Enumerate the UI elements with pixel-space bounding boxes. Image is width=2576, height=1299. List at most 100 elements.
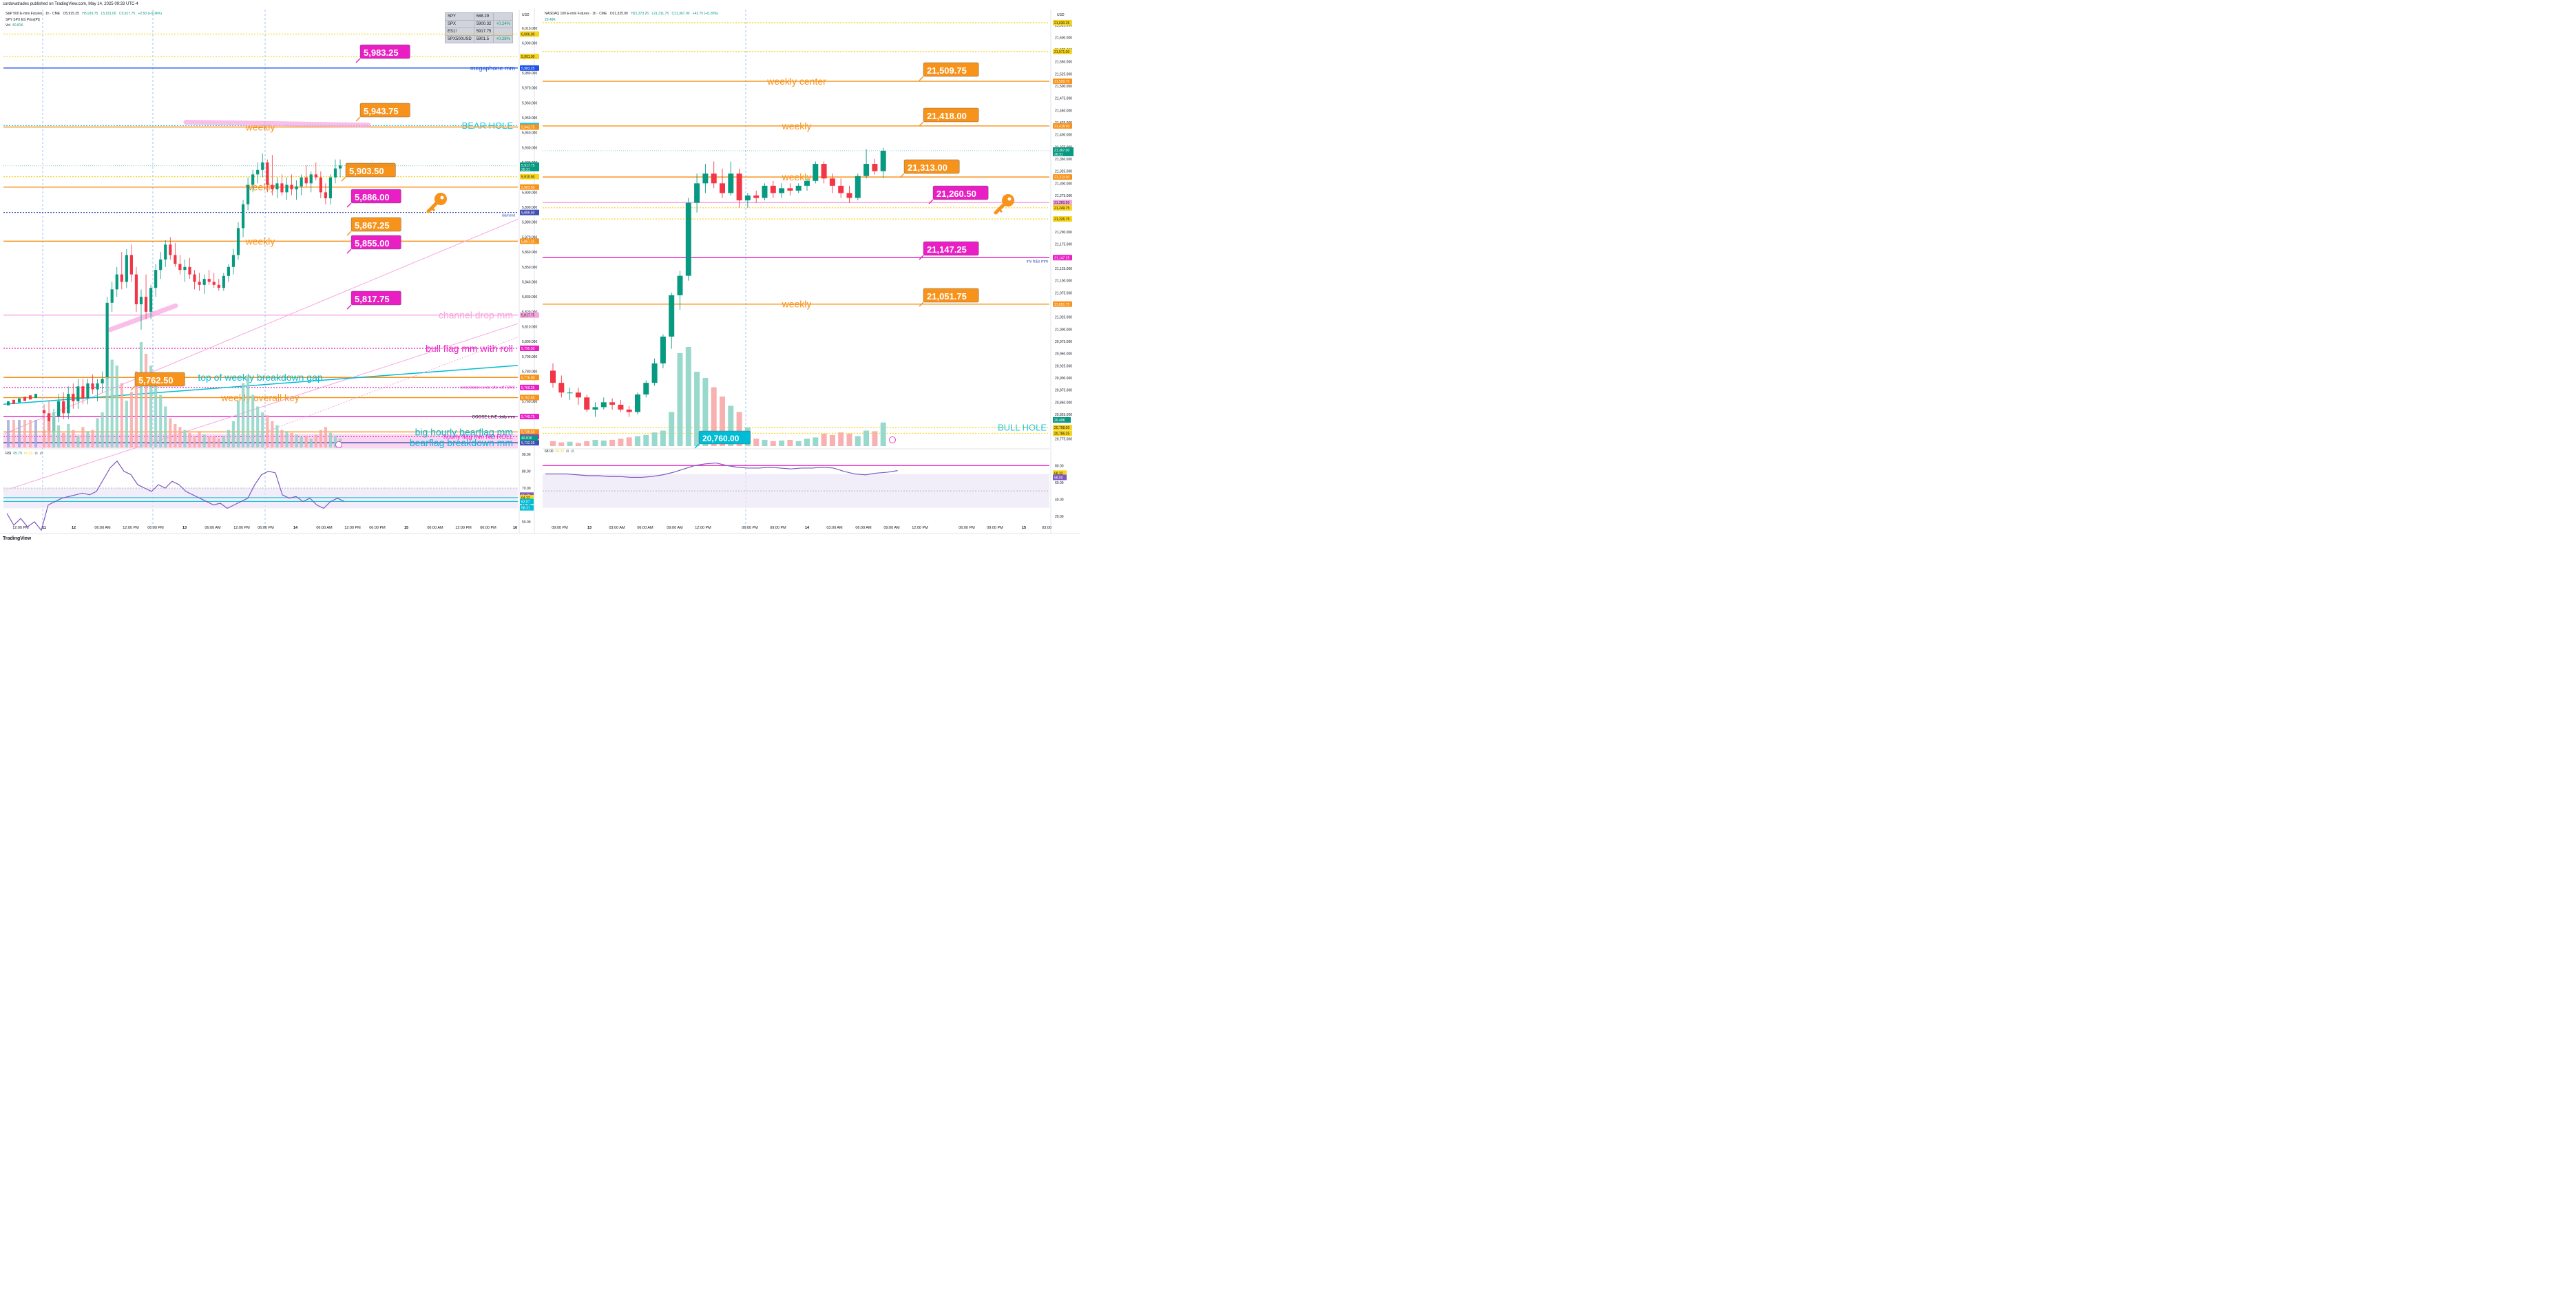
axis-price-text: 5,769.25 <box>521 386 535 390</box>
x-tick-label: 06:00 PM <box>258 526 274 530</box>
candle-body <box>290 184 293 190</box>
candle-body <box>261 162 264 170</box>
rsi-axis-text: 64.33 <box>521 496 530 500</box>
candle-body <box>584 397 590 410</box>
left-open: O5,915.25 <box>63 12 79 16</box>
axis-price-text: 5,983.25 <box>521 67 535 71</box>
weekly-label: weekly <box>782 120 812 131</box>
x-tick-label: 03:00 AM <box>826 526 843 530</box>
axis-price-badge <box>1053 19 1072 25</box>
volume-bar <box>164 406 167 447</box>
key-icon-hole <box>440 196 444 200</box>
volume-bar <box>154 377 158 447</box>
bearflag-breakdown-label: bearflag breakdown mm <box>410 437 513 448</box>
candle-body <box>164 244 167 260</box>
axis-price-badge <box>1053 425 1072 431</box>
rsi-band <box>3 488 518 509</box>
candle-body <box>29 395 32 400</box>
bull-hole-label: BULL HOLE <box>998 423 1047 433</box>
price-tag-box <box>350 291 401 306</box>
y-tick-label: 5,760.000 <box>522 400 537 404</box>
axis-price-badge <box>1053 200 1072 206</box>
bull-flag-mm-label: bull flag mm with roll <box>426 343 513 354</box>
volume-bar <box>57 425 61 447</box>
candle-body <box>804 180 810 186</box>
volume-bar <box>149 366 153 447</box>
rsi-tick-label: 40.00 <box>1055 498 1064 502</box>
candle-body <box>314 174 317 178</box>
volume-bar <box>105 377 109 447</box>
watch-row: SPX 5900.32 +0.24% <box>445 20 513 28</box>
volume-badge <box>1053 417 1071 423</box>
candle-body <box>115 274 118 290</box>
candle-body <box>669 295 675 337</box>
rsi-tick-label: 70.00 <box>522 487 531 491</box>
price-tag-box <box>932 185 989 200</box>
volume-bar <box>762 440 768 446</box>
axis-price-text: 6,006.00 <box>521 33 535 37</box>
candle-body <box>855 176 861 198</box>
candle-body <box>685 202 691 276</box>
volume-bar <box>52 412 56 447</box>
candle-body <box>212 282 216 285</box>
price-tag-box <box>923 241 979 256</box>
price-tag: 5,855.00 <box>355 238 390 249</box>
volume-bar <box>96 418 99 447</box>
x-tick-label: 06:00 AM <box>316 526 333 530</box>
charts-canvas[interactable]: 6,010.0006,000.0005,990.0005,980.0005,97… <box>0 0 1080 545</box>
axis-price-text: 5,817.75 <box>521 314 535 318</box>
y-tick-label: 20,975.000 <box>1055 340 1072 344</box>
candle-body <box>300 177 303 187</box>
rsi-tick-label: 90.00 <box>522 453 531 457</box>
price-tag-pointer <box>355 58 361 63</box>
rsi-axis-text: 58.31 <box>521 507 530 511</box>
axis-price-badge <box>520 429 539 435</box>
price-tag: 5,762.50 <box>138 375 174 386</box>
diamond-label: diamond <box>502 214 515 218</box>
volume-bar <box>309 439 313 447</box>
dotted-trendline <box>247 337 519 439</box>
volume-bar <box>86 431 90 447</box>
axis-price-badge <box>1053 48 1072 54</box>
axis-price-badge <box>1053 204 1072 211</box>
rsi-axis-text: 68.00 <box>1054 476 1063 480</box>
volume-bar <box>821 434 827 446</box>
candle-body <box>872 164 878 171</box>
last-price-badge <box>1053 147 1074 156</box>
axis-price-badge <box>520 65 539 71</box>
y-tick-label: 5,860.000 <box>522 251 537 255</box>
x-tick-label: 12:00 PM <box>123 526 139 530</box>
right-close: C21,367.00 <box>671 12 690 16</box>
channel-drop-mm-label: channel drop mm <box>439 310 513 321</box>
axis-price-text: 21,249.75 <box>1054 207 1069 211</box>
left-close: C5,917.75 <box>118 12 136 16</box>
price-tag: 21,313.00 <box>908 162 947 173</box>
last-price-text: 5,917.75 <box>521 164 535 168</box>
price-tag: 5,983.25 <box>364 47 399 58</box>
candle-body <box>159 259 163 271</box>
x-tick-label: 09:00 AM <box>883 526 900 530</box>
candle-body <box>821 164 827 179</box>
candle-body <box>34 394 37 399</box>
key-icon <box>426 193 447 213</box>
rsi-axis-badge <box>1053 470 1067 476</box>
volume-bar <box>333 436 337 447</box>
axis-price-badge <box>520 394 539 401</box>
left-volume-label: Vol 40.81K <box>6 23 23 28</box>
candle-body <box>285 184 289 193</box>
candle-body <box>728 173 734 193</box>
x-tick-label: 03:00 AM <box>609 526 625 530</box>
y-tick-label: 5,790.000 <box>522 355 537 359</box>
volume-bar <box>838 432 844 446</box>
candle-body <box>222 275 225 288</box>
volume-bar <box>120 383 123 447</box>
y-tick-label: 21,450.000 <box>1055 109 1072 113</box>
volume-bar <box>550 441 556 446</box>
key-icon-shaft <box>426 200 439 213</box>
volume-bar <box>304 436 308 447</box>
candle-body <box>787 188 793 191</box>
volume-bar <box>584 441 590 446</box>
top-weekly-breakdown-gap-label: top of weekly breakdown gap <box>198 372 323 383</box>
axis-price-text: 21,418.00 <box>1054 125 1069 129</box>
candle-body <box>67 394 70 414</box>
